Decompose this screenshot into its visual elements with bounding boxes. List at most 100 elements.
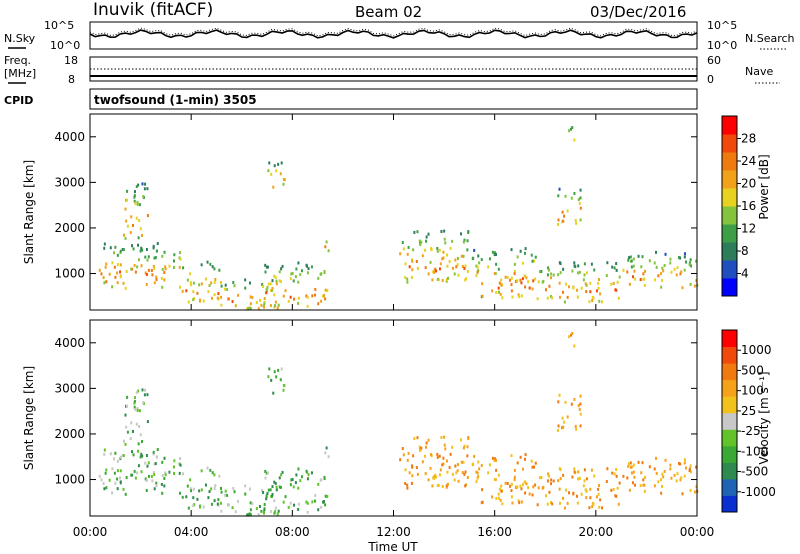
velocity-cell [113, 457, 116, 461]
power-frame [89, 113, 698, 311]
power-cell [511, 295, 514, 299]
power-cell [513, 269, 516, 273]
power-cell [637, 254, 640, 258]
velocity-cell [443, 435, 446, 439]
power-cell [571, 126, 574, 130]
power-cell [629, 255, 632, 259]
power-cell [590, 262, 593, 266]
velocity-cell [513, 478, 516, 482]
power-cell [441, 279, 444, 283]
power-cell [475, 264, 478, 268]
velocity-cell [271, 492, 274, 496]
velocity-panel: 1000 2000 3000 4000 Slant Range [km] 1000 50… [22, 114, 776, 554]
colorbar-swatch [722, 152, 737, 171]
velocity-cell [408, 471, 411, 475]
velocity-cell [445, 484, 448, 488]
velocity-cell [126, 395, 129, 399]
power-cell [541, 280, 544, 284]
velocity-cell [266, 491, 269, 495]
velocity-cell [156, 448, 159, 452]
power-cell [509, 278, 512, 282]
power-cell [481, 294, 484, 298]
velocity-cell [141, 440, 144, 444]
colorbar-frame [721, 329, 738, 513]
velocity-cell [287, 505, 290, 509]
velocity-cell [278, 485, 281, 489]
power-cell [501, 296, 504, 300]
power-cell [155, 278, 158, 282]
velocity-cell [293, 503, 296, 507]
power-cell [566, 209, 569, 213]
velocity-cell [280, 367, 283, 371]
power-cell [198, 299, 201, 303]
velocity-cell [404, 482, 407, 486]
power-cell [164, 265, 167, 269]
velocity-cell [583, 468, 586, 472]
velocity-cell [616, 486, 619, 490]
velocity-cell [186, 484, 189, 488]
velocity-cell [401, 447, 404, 451]
power-cell [675, 273, 678, 277]
power-cell [500, 283, 503, 287]
power-cell [217, 292, 220, 296]
power-cell [575, 221, 578, 225]
velocity-cell [541, 486, 544, 490]
velocity-cell [231, 506, 234, 510]
velocity-cell [258, 504, 261, 508]
power-cell [100, 272, 103, 276]
power-cell [119, 270, 122, 274]
power-cell [297, 280, 300, 284]
power-cell [466, 269, 469, 273]
velocity-cell [420, 446, 423, 450]
power-cell [280, 267, 283, 271]
power-cell [125, 270, 128, 274]
nave-label: Nave [745, 65, 773, 78]
velocity-cell [424, 454, 427, 458]
velocity-cell [683, 458, 686, 462]
velocity-cell [290, 478, 293, 482]
power-cell [534, 277, 537, 281]
velocity-cell [562, 425, 565, 429]
power-cell [231, 300, 234, 304]
velocity-cell [548, 490, 551, 494]
power-cell [424, 248, 427, 252]
velocity-cell [119, 469, 122, 473]
power-cell [573, 261, 576, 265]
velocity-cell [136, 408, 139, 412]
velocity-cell [116, 487, 119, 491]
velocity-cell [639, 484, 642, 488]
velocity-cell [310, 471, 313, 475]
freq-left-tick-bottom: 8 [68, 73, 75, 86]
velocity-cell [598, 484, 601, 488]
power-cell [548, 284, 551, 288]
velocity-cell [273, 480, 276, 484]
velocity-cell [291, 478, 294, 482]
velocity-cell [693, 490, 696, 494]
velocity-cell [582, 484, 585, 488]
power-cell [406, 252, 409, 256]
velocity-cell [599, 498, 602, 502]
velocity-cell [580, 492, 583, 496]
velocity-cell [531, 493, 534, 497]
velocity-cell [577, 404, 580, 408]
velocity-cell [181, 495, 184, 499]
velocity-cell [475, 480, 478, 484]
power-cell [404, 276, 407, 280]
velocity-cell [530, 459, 533, 463]
power-cell [446, 276, 449, 280]
power-cell [116, 271, 119, 275]
velocity-cell [546, 502, 549, 506]
velocity-cell [579, 402, 582, 406]
power-cell [548, 268, 551, 272]
velocity-cell [246, 513, 249, 517]
power-cell [237, 293, 240, 297]
power-cell [211, 296, 214, 300]
velocity-cell [160, 482, 163, 486]
power-cell [628, 282, 631, 286]
power-cell [268, 161, 271, 165]
power-cell [131, 223, 134, 227]
power-cell [473, 248, 476, 252]
power-cell [630, 265, 633, 269]
power-cell [323, 294, 326, 298]
power-cell [135, 216, 138, 220]
